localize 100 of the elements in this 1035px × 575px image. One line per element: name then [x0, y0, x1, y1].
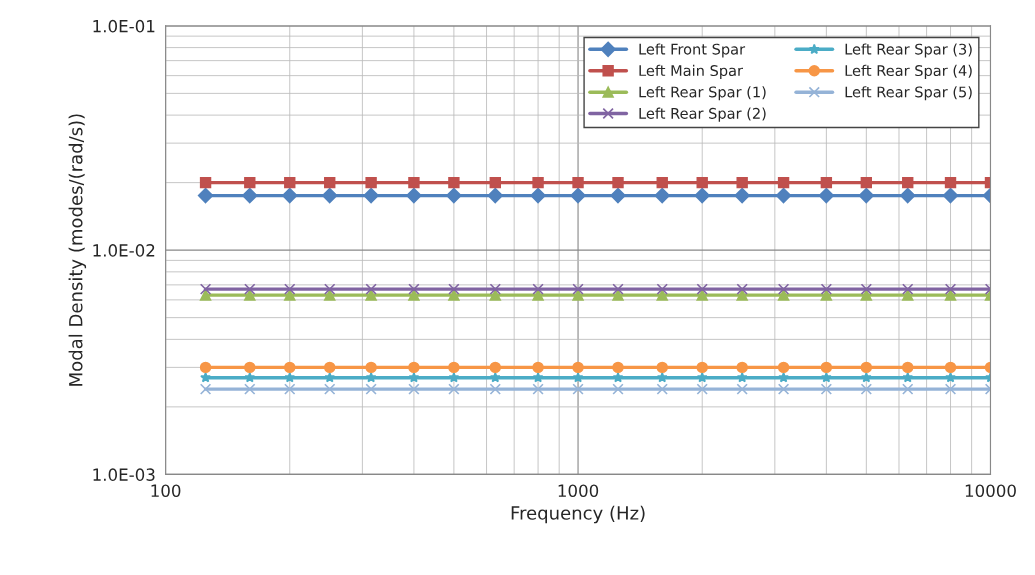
- point: [820, 289, 833, 301]
- point: [736, 283, 748, 295]
- point: [696, 383, 708, 395]
- point: [572, 361, 584, 374]
- point: [944, 289, 957, 301]
- point: [408, 176, 420, 189]
- point: [530, 187, 546, 204]
- point: [820, 176, 833, 189]
- point: [532, 383, 544, 395]
- point: [777, 383, 790, 395]
- point: [363, 187, 379, 204]
- point: [860, 361, 873, 374]
- point: [612, 176, 624, 189]
- point: [860, 289, 873, 301]
- point: [656, 289, 668, 301]
- point: [696, 176, 708, 189]
- point: [532, 176, 544, 189]
- x-tick-label: 10000: [965, 484, 1016, 497]
- point: [284, 283, 296, 295]
- point: [820, 283, 833, 295]
- point: [572, 383, 584, 395]
- point: [612, 383, 624, 395]
- point: [820, 383, 833, 395]
- point: [284, 289, 296, 301]
- point: [775, 187, 792, 204]
- x-tick-label: 100: [151, 484, 181, 497]
- point: [696, 361, 708, 374]
- legend-label: Left Main Spar: [639, 64, 744, 79]
- point: [736, 289, 748, 301]
- point: [199, 176, 212, 189]
- point: [610, 187, 626, 204]
- point: [942, 187, 959, 204]
- legend-label: Left Rear Spar (4): [845, 64, 972, 79]
- point: [448, 176, 460, 189]
- point: [944, 361, 957, 374]
- x-axis-title: Frequency (Hz): [511, 505, 645, 524]
- point: [902, 283, 914, 295]
- point: [408, 361, 420, 374]
- point: [734, 187, 750, 204]
- point: [365, 283, 377, 295]
- legend-label: Left Rear Spar (2): [639, 107, 766, 122]
- legend-label: Left Rear Spar (5): [845, 86, 972, 101]
- point: [572, 289, 584, 301]
- point: [656, 176, 668, 189]
- point: [777, 289, 790, 301]
- point: [694, 187, 710, 204]
- point: [199, 289, 212, 301]
- point: [365, 361, 377, 374]
- point: [324, 383, 336, 395]
- point: [532, 289, 544, 301]
- point: [489, 176, 501, 189]
- point: [365, 289, 377, 301]
- point: [324, 361, 336, 374]
- point: [858, 187, 875, 204]
- y-axis-title: Modal Density (modes/(rad/s)): [68, 114, 87, 386]
- point: [612, 283, 624, 295]
- point: [736, 361, 748, 374]
- point: [487, 187, 503, 204]
- point: [284, 361, 296, 374]
- point: [612, 361, 624, 374]
- point: [860, 176, 873, 189]
- y-tick-label: 1.0E-02: [93, 244, 155, 257]
- point: [696, 283, 708, 295]
- point: [365, 383, 377, 395]
- point: [489, 289, 501, 301]
- point: [902, 289, 914, 301]
- point: [324, 283, 336, 295]
- y-tick-label: 1.0E-01: [93, 19, 155, 33]
- point: [944, 176, 957, 189]
- point: [696, 289, 708, 301]
- point: [902, 361, 914, 374]
- point: [489, 283, 501, 295]
- point: [820, 361, 833, 374]
- point: [777, 361, 790, 374]
- point: [656, 361, 668, 374]
- point: [944, 383, 957, 395]
- point: [448, 283, 460, 295]
- point: [572, 176, 584, 189]
- point: [532, 283, 544, 295]
- point: [860, 383, 873, 395]
- y-tick-label: 1.0E-03: [93, 468, 155, 481]
- point: [284, 176, 296, 189]
- point: [572, 283, 584, 295]
- point: [284, 383, 296, 395]
- point: [448, 361, 460, 374]
- point: [818, 187, 835, 204]
- legend-label: Left Front Spar: [639, 43, 746, 58]
- point: [654, 187, 670, 204]
- point: [322, 187, 338, 204]
- point: [199, 283, 212, 295]
- legend-label: Left Rear Spar (3): [845, 43, 972, 58]
- point: [902, 383, 914, 395]
- x-tick-label: 1000: [558, 484, 599, 497]
- point: [199, 361, 212, 374]
- point: [612, 289, 624, 301]
- point: [365, 176, 377, 189]
- point: [736, 176, 748, 189]
- legend-label: Left Rear Spar (1): [639, 86, 766, 101]
- point: [197, 187, 214, 204]
- point: [944, 283, 957, 295]
